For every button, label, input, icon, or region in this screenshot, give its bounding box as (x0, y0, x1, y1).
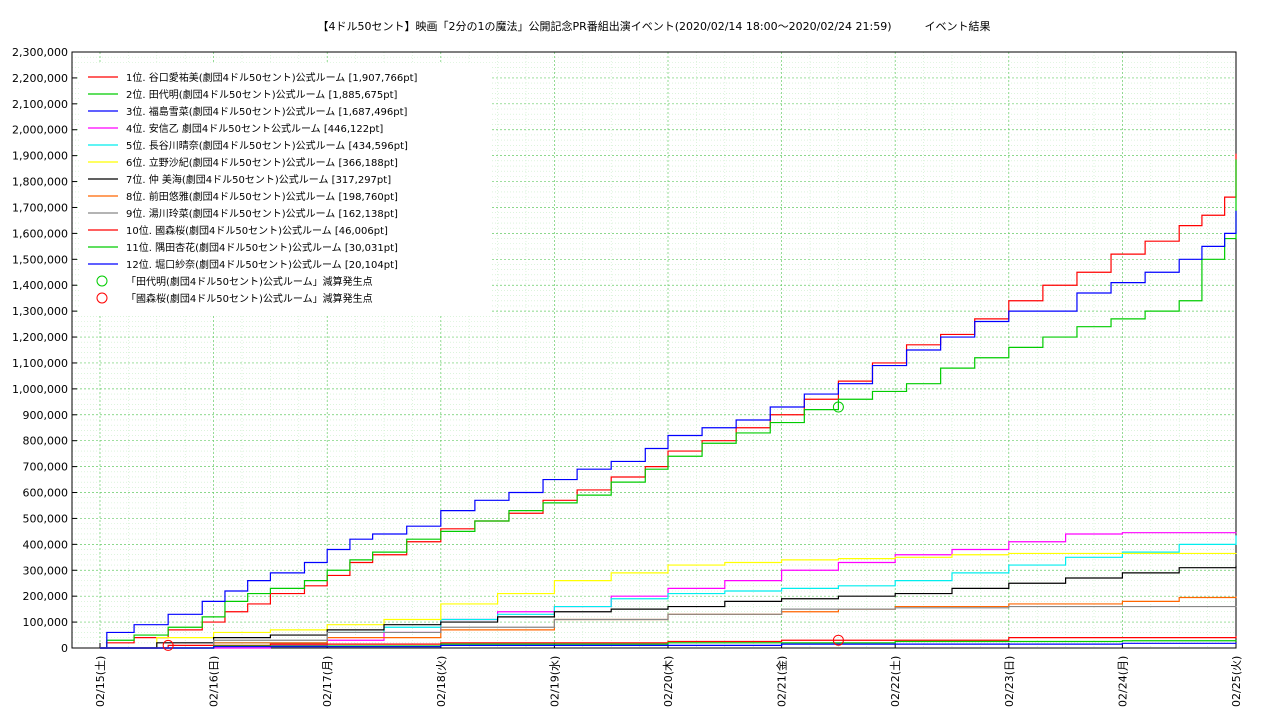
legend-entry: 「國森桜(劇団4ドル50セント)公式ルーム」減算発生点 (126, 292, 373, 305)
grid (72, 51, 1237, 649)
y-tick-label: 100,000 (23, 616, 69, 629)
y-tick-label: 200,000 (23, 590, 69, 603)
x-tick-label: 02/24(月) (1116, 656, 1129, 707)
legend-entry: 1位. 谷口愛祐美(劇団4ドル50セント)公式ルーム [1,907,766pt] (126, 71, 418, 84)
y-tick-label: 600,000 (23, 487, 69, 500)
legend-entry: 9位. 湯川玲菜(劇団4ドル50セント)公式ルーム [162,138pt] (126, 207, 398, 220)
legend-entry: 4位. 安信乙 劇団4ドル50セント公式ルーム [446,122pt] (126, 122, 383, 135)
chart-title: 【4ドル50セント】映画「2分の1の魔法」公開記念PR番組出演イベント(2020… (317, 19, 990, 33)
y-tick-label: 2,100,000 (12, 98, 68, 111)
y-tick-label: 1,600,000 (12, 227, 68, 240)
deduction-marker-1 (832, 401, 844, 413)
y-tick-label: 1,500,000 (12, 253, 68, 266)
x-tick-label: 02/15(土) (94, 656, 107, 707)
legend-entry: 7位. 仲 美海(劇団4ドル50セント)公式ルーム [317,297pt] (126, 173, 391, 186)
axes (71, 51, 1237, 649)
y-tick-label: 0 (61, 642, 68, 655)
series-line-4 (100, 532, 1237, 649)
legend-entry: 6位. 立野沙紀(劇団4ドル50セント)公式ルーム [366,188pt] (126, 156, 398, 169)
deduction-marker-extra (162, 639, 174, 651)
legend-entry: 8位. 前田悠雅(劇団4ドル50セント)公式ルーム [198,760pt] (126, 190, 398, 203)
legend-entry: 2位. 田代明(劇団4ドル50セント)公式ルーム [1,885,675pt] (126, 88, 398, 101)
x-tick-label: 02/25(火) (1230, 656, 1243, 707)
series-line-11 (100, 640, 1237, 649)
y-tick-label: 700,000 (23, 461, 69, 474)
y-tick-label: 2,200,000 (12, 72, 68, 85)
y-tick-label: 400,000 (23, 538, 69, 551)
legend-entry: 10位. 國森桜(劇団4ドル50セント)公式ルーム [46,006pt] (126, 224, 388, 237)
series-lines (100, 153, 1237, 649)
legend-marker (96, 292, 108, 304)
series-line-6 (100, 552, 1237, 649)
series-line-5 (100, 535, 1237, 649)
x-tick-label: 02/17(月) (321, 656, 334, 707)
y-tick-label: 1,800,000 (12, 176, 68, 189)
series-line-1 (100, 153, 1237, 649)
y-ticks: 0 100,000 200,000 300,000 400,000 500,000 600,… (12, 46, 77, 655)
y-tick-label: 1,400,000 (12, 279, 68, 292)
y-tick-label: 900,000 (23, 409, 69, 422)
x-tick-label: 02/20(木) (662, 656, 675, 707)
y-tick-label: 500,000 (23, 512, 69, 525)
deduction-marker-2 (832, 634, 844, 646)
series-line-12 (100, 642, 1237, 649)
legend-entry: 3位. 福島雪菜(劇団4ドル50セント)公式ルーム [1,687,496pt] (126, 105, 408, 118)
y-tick-label: 1,100,000 (12, 357, 68, 370)
y-tick-label: 300,000 (23, 564, 69, 577)
legend-entry: 12位. 堀口紗奈(劇団4ドル50セント)公式ルーム [20,104pt] (126, 258, 398, 271)
legend-background (80, 64, 490, 314)
legend-marker (96, 275, 108, 287)
y-tick-label: 1,300,000 (12, 305, 68, 318)
legend-entry: 11位. 隅田杏花(劇団4ドル50セント)公式ルーム [30,031pt] (126, 241, 398, 254)
y-tick-label: 2,000,000 (12, 124, 68, 137)
x-tick-label: 02/23(日) (1003, 656, 1016, 707)
y-tick-label: 1,900,000 (12, 150, 68, 163)
x-tick-label: 02/19(水) (548, 656, 561, 707)
series-line-2 (100, 159, 1237, 649)
legend-entry: 5位. 長谷川晴奈(劇団4ドル50セント)公式ルーム [434,596pt] (126, 139, 408, 152)
legend: 1位. 谷口愛祐美(劇団4ドル50セント)公式ルーム [1,907,766pt]… (80, 64, 490, 314)
x-tick-label: 02/16(日) (208, 656, 221, 707)
series-line-3 (100, 210, 1237, 649)
y-tick-label: 1,000,000 (12, 383, 68, 396)
y-tick-label: 1,200,000 (12, 331, 68, 344)
y-tick-label: 800,000 (23, 435, 69, 448)
series-line-7 (100, 565, 1237, 649)
x-tick-label: 02/21(金) (775, 656, 789, 707)
x-tick-label: 02/18(火) (435, 656, 448, 707)
y-tick-label: 1,700,000 (12, 201, 68, 214)
plot-border (71, 51, 1237, 649)
x-ticks: 02/15(土) 02/16(日) 02/17(月) 02/18(火) 02/19(水)… (94, 643, 1243, 707)
y-tick-label: 2,300,000 (12, 46, 68, 59)
x-tick-label: 02/22(土) (889, 656, 902, 707)
series-line-9 (100, 605, 1237, 649)
markers (162, 401, 844, 651)
legend-entry: 「田代明(劇団4ドル50セント)公式ルーム」減算発生点 (126, 275, 373, 288)
